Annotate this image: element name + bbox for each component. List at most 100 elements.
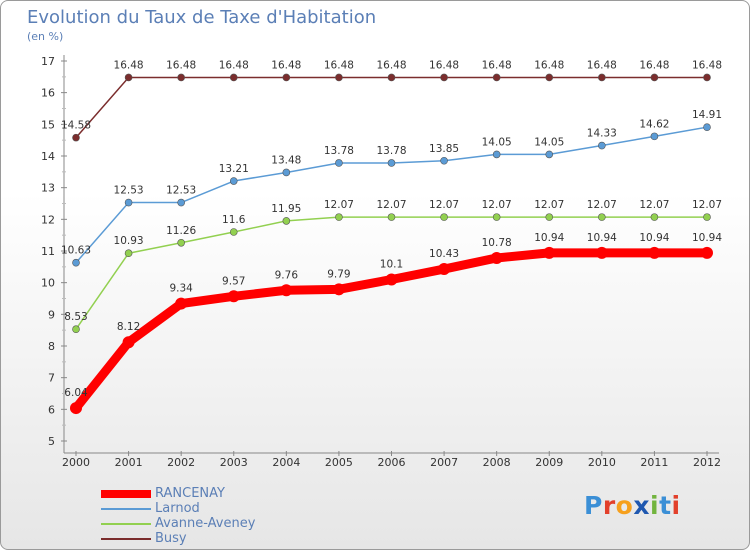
data-point	[282, 217, 291, 225]
data-label: 12.07	[376, 199, 406, 211]
data-label: 12.07	[587, 199, 617, 211]
data-label: 14.91	[692, 109, 722, 121]
y-tick-label: 12	[41, 213, 55, 226]
data-label: 12.53	[166, 185, 196, 197]
data-label: 9.57	[222, 275, 245, 287]
y-tick-label: 7	[48, 372, 55, 385]
data-label: 10.78	[482, 237, 512, 249]
y-tick-label: 6	[48, 403, 55, 416]
logo-letter: P	[584, 491, 603, 520]
data-label: 12.07	[534, 199, 564, 211]
data-label: 16.48	[692, 59, 722, 71]
data-label: 10.93	[114, 235, 144, 247]
data-label: 13.85	[429, 143, 459, 155]
data-point	[387, 73, 396, 82]
data-point	[282, 168, 291, 177]
y-tick-label: 16	[41, 87, 55, 100]
x-tick-label: 2003	[220, 456, 248, 469]
data-point	[124, 198, 133, 207]
legend-label-busy: Busy	[155, 531, 187, 546]
legend-label-avanne-aveney: Avanne-Aveney	[155, 516, 256, 531]
logo-letter: i	[650, 491, 660, 520]
proxiti-logo: Proxiti	[584, 491, 681, 520]
x-tick-label: 2006	[378, 456, 406, 469]
chart-title: Evolution du Taux de Taxe d'Habitation	[27, 7, 377, 28]
data-label: 9.79	[327, 268, 350, 280]
x-tick-label: 2009	[535, 456, 563, 469]
data-label: 11.26	[166, 225, 196, 237]
data-point	[387, 159, 396, 167]
data-label: 14.05	[482, 136, 512, 148]
data-point	[229, 177, 238, 185]
data-point	[492, 150, 501, 159]
data-label: 12.07	[639, 199, 669, 211]
data-point	[124, 249, 133, 258]
data-point	[701, 246, 713, 259]
data-label: 10.94	[639, 232, 669, 244]
data-point	[440, 156, 448, 165]
data-label: 10.94	[587, 232, 617, 244]
data-point	[545, 73, 554, 82]
data-label: 16.48	[114, 59, 144, 71]
data-point	[703, 73, 711, 82]
data-point	[648, 246, 661, 259]
x-tick-label: 2012	[693, 456, 721, 469]
data-point	[492, 213, 501, 221]
data-label: 16.48	[482, 59, 512, 71]
y-tick-label: 5	[48, 435, 55, 448]
data-point	[335, 159, 343, 167]
data-point	[438, 263, 451, 276]
data-label: 10.94	[534, 232, 564, 244]
data-point	[545, 150, 554, 159]
x-tick-label: 2007	[430, 456, 458, 469]
data-point	[650, 132, 659, 141]
data-label: 10.63	[61, 245, 91, 257]
data-point	[335, 73, 343, 82]
data-label: 11.95	[271, 203, 301, 215]
data-point	[703, 123, 711, 131]
data-label: 16.48	[534, 59, 564, 71]
data-label: 9.34	[169, 283, 193, 295]
data-point	[598, 141, 606, 150]
data-point	[177, 238, 185, 247]
y-tick-label: 11	[41, 245, 55, 258]
data-label: 14.62	[639, 118, 669, 130]
data-point	[650, 73, 659, 82]
data-point	[229, 73, 238, 82]
data-point	[335, 213, 343, 221]
data-point	[543, 246, 556, 259]
data-point	[595, 246, 608, 259]
data-point	[227, 290, 240, 303]
legend-swatch-busy	[101, 538, 151, 540]
data-point	[492, 73, 501, 82]
data-label: 16.48	[429, 59, 459, 71]
y-tick-label: 14	[41, 150, 55, 163]
data-point	[490, 251, 503, 264]
data-label: 12.07	[692, 199, 722, 211]
data-point	[72, 258, 80, 267]
logo-letter: x	[633, 491, 650, 520]
data-label: 10.94	[692, 232, 722, 244]
logo-letter: r	[602, 491, 616, 520]
data-point	[545, 213, 554, 221]
data-label: 16.48	[587, 59, 617, 71]
y-tick-label: 15	[41, 118, 55, 131]
data-label: 10.43	[429, 248, 459, 260]
x-tick-label: 2011	[640, 456, 668, 469]
y-tick-label: 9	[48, 308, 55, 321]
legend-swatch-rancenay	[101, 490, 151, 498]
data-label: 13.78	[324, 145, 354, 157]
data-point	[332, 283, 345, 296]
data-point	[177, 73, 185, 82]
data-label: 13.78	[376, 145, 406, 157]
data-point	[385, 273, 398, 286]
data-label: 14.33	[587, 128, 617, 140]
y-tick-label: 17	[41, 55, 55, 68]
data-point	[282, 73, 291, 82]
data-label: 12.53	[114, 185, 144, 197]
logo-letter: i	[671, 491, 681, 520]
chart-subtitle: (en %)	[27, 30, 64, 43]
data-label: 13.21	[219, 163, 249, 175]
data-label: 12.07	[482, 199, 512, 211]
